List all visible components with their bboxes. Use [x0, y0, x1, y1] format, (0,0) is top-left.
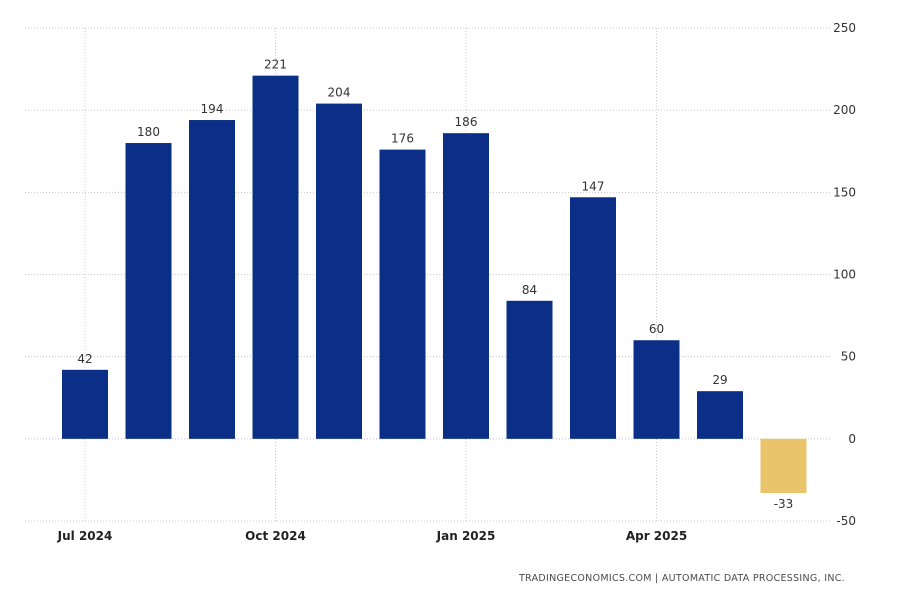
- bar-jun-2025: [760, 438, 807, 494]
- data-label: 176: [391, 132, 414, 146]
- data-label: 42: [77, 352, 92, 366]
- source-footer: TRADINGECONOMICS.COM | AUTOMATIC DATA PR…: [518, 573, 845, 584]
- bar-apr-2025: [633, 340, 680, 439]
- y-tick-label: 50: [841, 350, 856, 364]
- y-tick-label: -50: [836, 514, 856, 528]
- x-tick-label: Oct 2024: [245, 529, 306, 543]
- bar-jul-2024: [62, 369, 108, 439]
- bar-may-2025: [697, 391, 743, 439]
- data-label: 147: [582, 179, 605, 193]
- bar-oct-2024: [252, 75, 299, 439]
- bar-jan-2025: [443, 133, 489, 439]
- bar-feb-2025: [506, 300, 553, 439]
- data-label: -33: [774, 497, 794, 511]
- y-tick-label: 0: [848, 432, 856, 446]
- data-label: 84: [522, 283, 537, 297]
- data-label: 204: [328, 86, 351, 100]
- x-tick-label: Apr 2025: [626, 529, 687, 543]
- x-tick-label: Jul 2024: [57, 529, 113, 543]
- x-axis: Jul 2024 Oct 2024 Jan 2025 Apr 2025: [57, 529, 688, 543]
- y-tick-label: 100: [833, 268, 856, 282]
- data-labels-layer: 42 180 194 221 204 176 186 84 147 60 29 -33: [77, 58, 793, 511]
- bars-layer: [62, 75, 807, 494]
- y-tick-label: 250: [833, 21, 856, 35]
- data-label: 194: [201, 102, 224, 116]
- y-tick-label: 150: [833, 185, 856, 199]
- bar-nov-2024: [316, 103, 362, 439]
- data-label: 60: [649, 322, 664, 336]
- bar-aug-2024: [125, 143, 172, 439]
- y-axis: 250 200 150 100 50 0 -50: [833, 21, 856, 528]
- x-tick-label: Jan 2025: [436, 529, 496, 543]
- data-label: 186: [455, 115, 478, 129]
- data-label: 221: [264, 58, 287, 72]
- data-label: 180: [137, 125, 160, 139]
- bar-mar-2025: [570, 197, 616, 439]
- data-label: 29: [712, 373, 727, 387]
- y-tick-label: 200: [833, 103, 856, 117]
- bar-dec-2024: [379, 149, 426, 439]
- bar-sep-2024: [189, 120, 235, 439]
